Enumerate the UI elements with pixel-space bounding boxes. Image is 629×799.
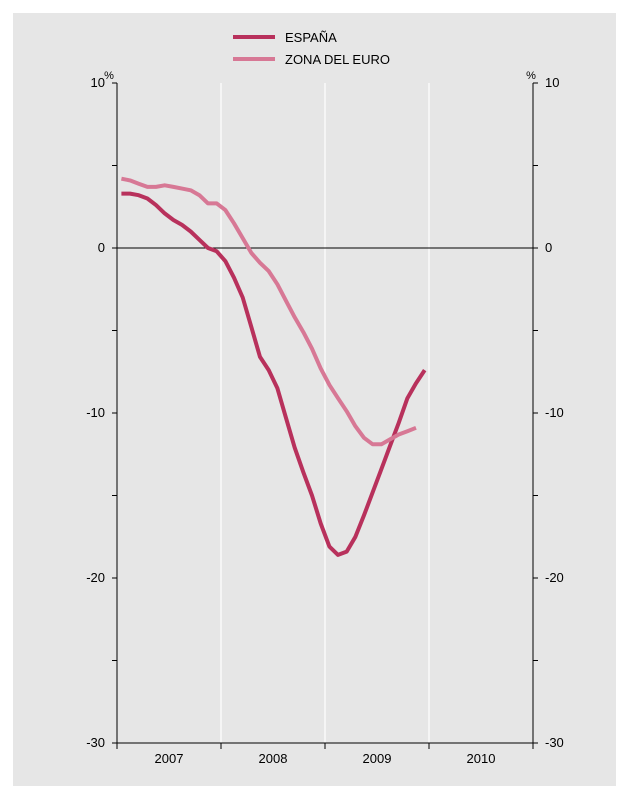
y-tick-label-left: 0 [98,240,105,255]
series-line-espana [121,191,427,557]
y-tick-label-left: 10 [91,75,105,90]
x-tick-label-2010: 2010 [467,751,496,766]
y-tick-label-left: -20 [86,570,105,585]
series-line-zona-del-euro [121,176,417,447]
y-tick-label-left: -10 [86,405,105,420]
x-tick-label-2009: 2009 [363,751,392,766]
line-chart: 10 10 0 0 -10 -10 -20 -20 -30 -30% % 2007 2008 2009 20… [86,30,564,766]
y-tick-label-right: -20 [545,570,564,585]
y-tick-label-left: -30 [86,735,105,750]
y-unit-left: % [104,70,114,82]
y-tick-label-right: 10 [545,75,559,90]
y-tick-label-right: -30 [545,735,564,750]
x-tick-label-2008: 2008 [259,751,288,766]
axis-layer: 10 10 0 0 -10 -10 -20 -20 -30 -30% % 2007 2008 2009 20… [86,70,564,766]
x-tick-label-2007: 2007 [155,751,184,766]
y-unit-right: % [526,70,536,82]
legend-label-0: ESPAÑA [285,30,337,45]
legend: ESPAÑA ZONA DEL EURO [233,30,390,67]
y-tick-label-right: 0 [545,240,552,255]
grid-layer [220,83,430,743]
legend-label-1: ZONA DEL EURO [285,52,390,67]
series-layer [121,176,427,557]
y-tick-label-right: -10 [545,405,564,420]
chart-panel: 10 10 0 0 -10 -10 -20 -20 -30 -30%% 2007 2008 2009 20… [13,13,616,786]
